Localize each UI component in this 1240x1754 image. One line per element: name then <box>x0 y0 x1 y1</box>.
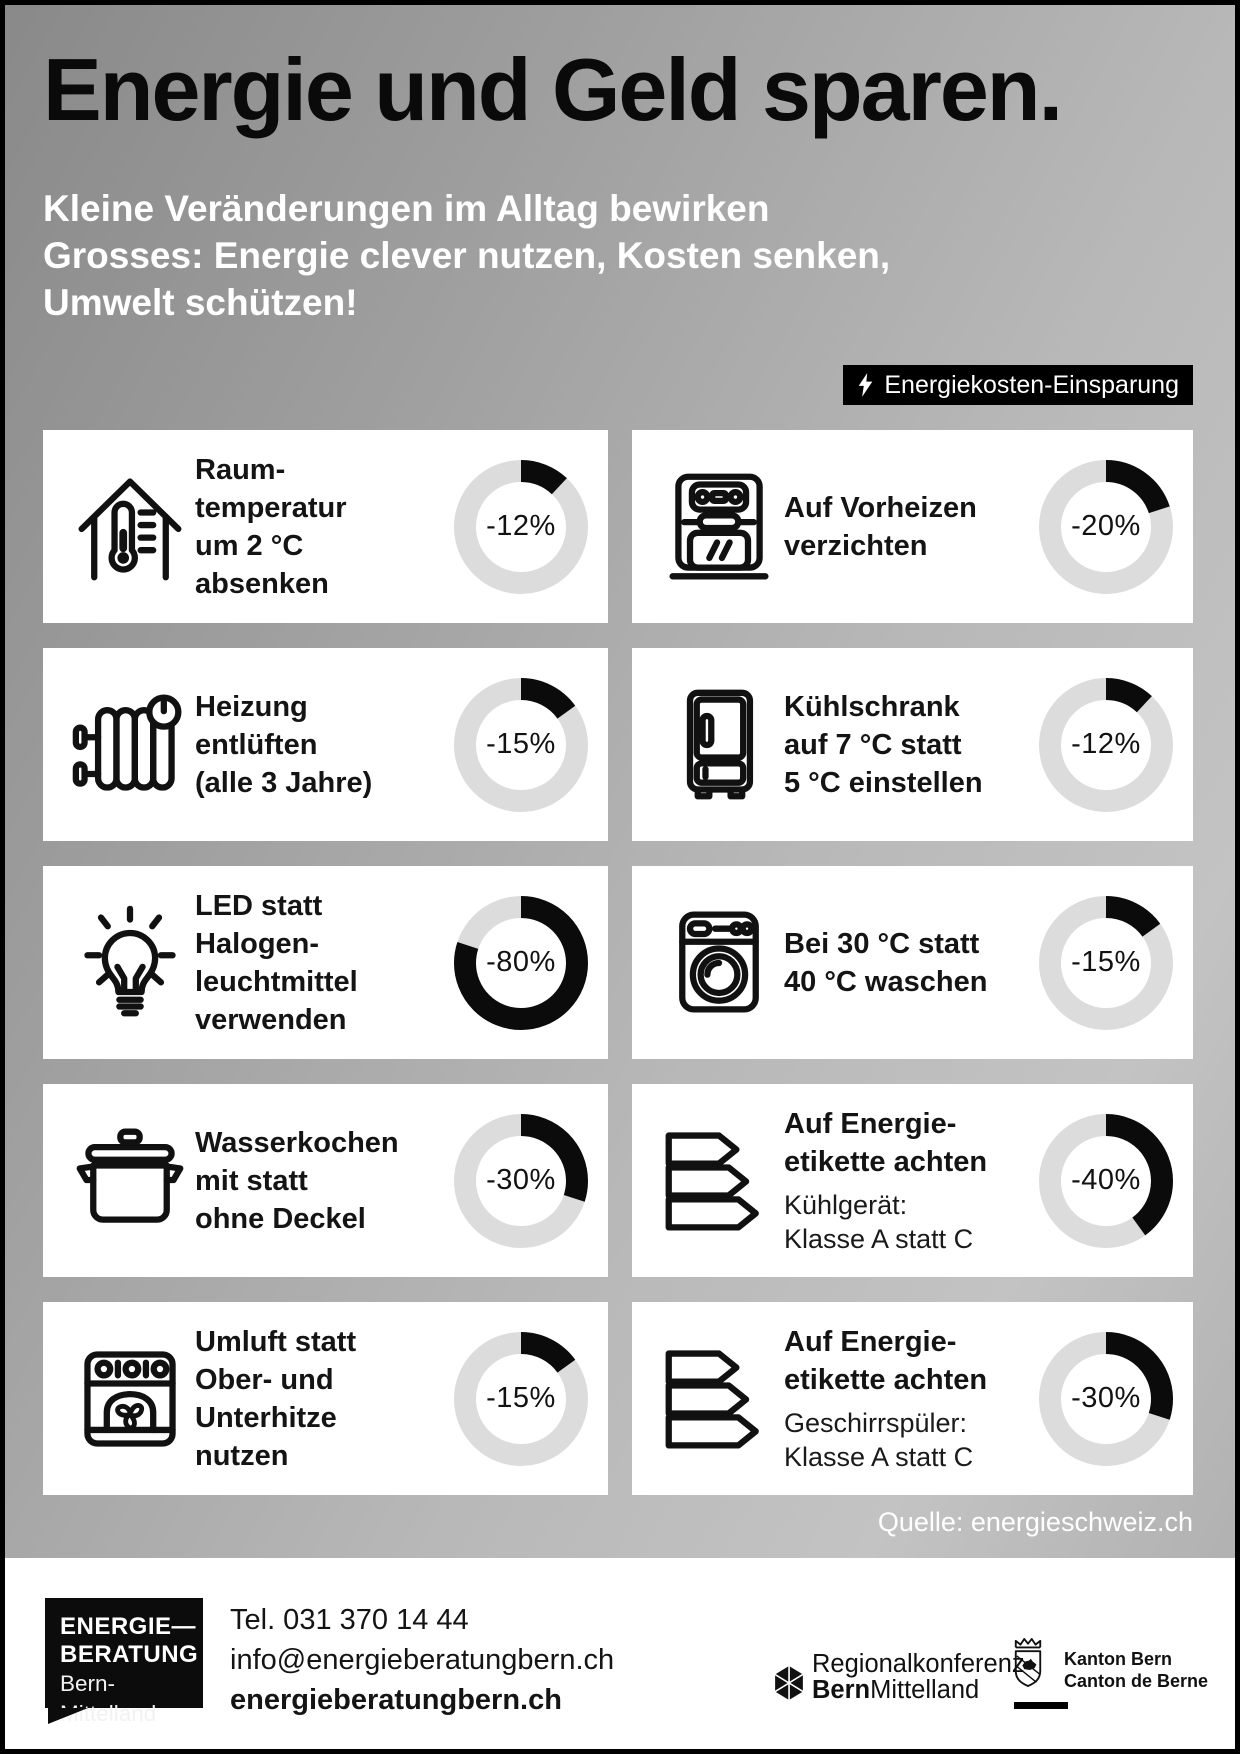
saving-donut-chart: -40% <box>1039 1113 1173 1248</box>
kanton-bern-logo: Kanton Bern Canton de Berne <box>1064 1648 1208 1692</box>
energieberatung-logo: ENERGIE— BERATUNG Bern-Mittelland <box>45 1598 203 1726</box>
tip-card-washing-temperature: Bei 30 °C statt 40 °C waschen -15% <box>632 866 1193 1059</box>
savings-badge-label: Energiekosten-Einsparung <box>884 370 1179 399</box>
lightning-bolt-icon <box>857 373 874 397</box>
logo-line-2: BERATUNG <box>60 1641 199 1668</box>
footer: ENERGIE— BERATUNG Bern-Mittelland Tel. 0… <box>0 1558 1240 1754</box>
tip-title: Raum- temperatur um 2 °C absenken <box>195 453 347 600</box>
radiator-icon <box>69 665 191 825</box>
tip-card-energy-label-dishwasher: Auf Energie- etikette achten Geschirrspü… <box>632 1302 1193 1495</box>
saving-value: -30% <box>486 1164 556 1196</box>
cooking-pot-icon <box>69 1101 191 1261</box>
saving-value: -15% <box>1071 946 1141 978</box>
contact-phone: Tel. 031 370 14 44 <box>230 1604 469 1636</box>
saving-value: -15% <box>486 1382 556 1414</box>
logo-line-3: Bern-Mittelland <box>60 1671 157 1726</box>
saving-value: -20% <box>1071 510 1141 542</box>
contact-block: Tel. 031 370 14 44 info@energieberatungb… <box>230 1600 614 1720</box>
contact-email: info@energieberatungbern.ch <box>230 1644 615 1676</box>
kanton-bern-line-2: Canton de Berne <box>1064 1671 1209 1691</box>
tip-card-led: LED statt Halogen- leuchtmittel verwende… <box>43 866 608 1059</box>
led-bulb-icon <box>69 883 191 1043</box>
tips-grid: Raum- temperatur um 2 °C absenken -12% A… <box>43 430 1193 1495</box>
tip-subtitle: Kühlgerät: Klasse A statt C <box>784 1190 974 1254</box>
kanton-bern-bar <box>1014 1702 1068 1709</box>
saving-donut-chart: -12% <box>454 459 588 594</box>
saving-donut-chart: -20% <box>1039 459 1173 594</box>
saving-donut-chart: -80% <box>454 895 588 1030</box>
tip-card-pot-lid: Wasserkochen mit statt ohne Deckel -30% <box>43 1084 608 1277</box>
saving-donut-chart: -30% <box>1039 1331 1173 1466</box>
saving-donut-chart: -15% <box>1039 895 1173 1030</box>
tip-card-preheating: Auf Vorheizen verzichten -20% <box>632 430 1193 623</box>
contact-website: energieberatungbern.ch <box>230 1684 562 1716</box>
energy-label-icon <box>658 1319 780 1479</box>
regionalkonferenz-line-2: BernMittelland <box>812 1676 980 1704</box>
saving-value: -80% <box>486 946 556 978</box>
energy-label-icon <box>658 1101 780 1261</box>
tip-title: Auf Energie- etikette achten <box>784 1326 988 1396</box>
regionalkonferenz-line-1: Regionalkonferenz <box>812 1650 1025 1678</box>
tip-title: Umluft statt Ober- und Unterhitze nutzen <box>195 1325 357 1472</box>
tip-title: Auf Vorheizen verzichten <box>784 491 977 562</box>
kanton-bern-crest-icon <box>1012 1636 1044 1689</box>
convection-oven-icon <box>69 1319 191 1479</box>
tip-title: Bei 30 °C statt 40 °C waschen <box>784 927 988 998</box>
saving-value: -12% <box>1071 728 1141 760</box>
tip-card-convection: Umluft statt Ober- und Unterhitze nutzen… <box>43 1302 608 1495</box>
tip-subtitle: Geschirrspüler: Klasse A statt C <box>784 1408 974 1472</box>
washing-machine-icon <box>658 883 780 1043</box>
tip-card-radiator-bleed: Heizung entlüften (alle 3 Jahre) -15% <box>43 648 608 841</box>
fridge-icon <box>658 665 780 825</box>
saving-donut-chart: -30% <box>454 1113 588 1248</box>
saving-donut-chart: -15% <box>454 1331 588 1466</box>
saving-value: -12% <box>486 510 556 542</box>
saving-donut-chart: -15% <box>454 677 588 812</box>
source-note: Quelle: energieschweiz.ch <box>877 1507 1193 1537</box>
tip-title: Wasserkochen mit statt ohne Deckel <box>195 1126 399 1235</box>
tip-title: Heizung entlüften (alle 3 Jahre) <box>195 690 373 799</box>
page-title: Energie und Geld sparen. <box>43 40 1063 139</box>
tip-card-energy-label-fridge: Auf Energie- etikette achten Kühlgerät: … <box>632 1084 1193 1277</box>
regionalkonferenz-hexagon-icon <box>772 1664 806 1702</box>
saving-value: -30% <box>1071 1382 1141 1414</box>
logo-line-1: ENERGIE— <box>60 1613 197 1640</box>
tip-card-room-temperature: Raum- temperatur um 2 °C absenken -12% <box>43 430 608 623</box>
oven-preheat-icon <box>658 447 780 607</box>
page-subtitle: Kleine Veränderungen im Alltag bewirken … <box>43 188 891 323</box>
saving-donut-chart: -12% <box>1039 677 1173 812</box>
tip-title: Kühlschrank auf 7 °C statt 5 °C einstell… <box>784 690 983 799</box>
saving-value: -40% <box>1071 1164 1141 1196</box>
house-thermometer-icon <box>69 447 191 607</box>
regionalkonferenz-logo: Regionalkonferenz BernMittelland <box>812 1651 1025 1703</box>
savings-badge: Energiekosten-Einsparung <box>843 365 1193 405</box>
tip-title: LED statt Halogen- leuchtmittel verwende… <box>195 889 358 1036</box>
tip-title: Auf Energie- etikette achten <box>784 1108 988 1178</box>
kanton-bern-line-1: Kanton Bern <box>1064 1649 1172 1669</box>
saving-value: -15% <box>486 728 556 760</box>
tip-card-fridge-temperature: Kühlschrank auf 7 °C statt 5 °C einstell… <box>632 648 1193 841</box>
